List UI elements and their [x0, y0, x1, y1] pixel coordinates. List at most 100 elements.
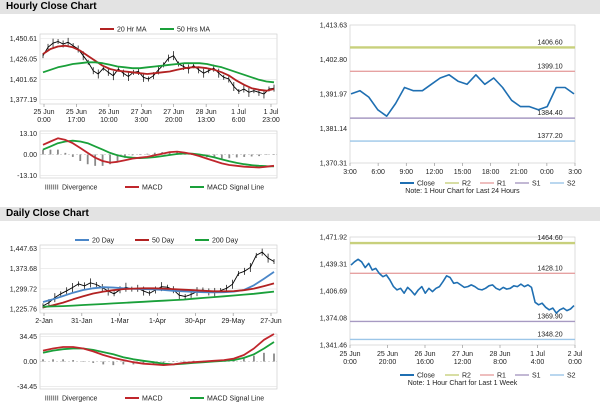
divergence-bar [172, 361, 175, 362]
y-tick-label: 34.45 [19, 334, 37, 341]
x-tick-label: 27 Jun 3:00 [131, 109, 152, 124]
y-tick-label: 1,377.19 [10, 97, 37, 104]
divergence-bar [64, 152, 67, 155]
y-tick-label: 1,402.80 [320, 57, 347, 64]
legend-label-macd-signal-line: MACD Signal Line [207, 185, 264, 192]
divergence-bar [146, 153, 149, 155]
y-tick-label: 1,401.62 [10, 77, 37, 84]
legend-swatch-divergence [49, 395, 51, 401]
divergence-bar [112, 361, 115, 366]
legend-label-close: Close [417, 373, 435, 380]
divergence-bar [273, 154, 275, 155]
legend-label-divergence: Divergence [62, 185, 98, 192]
chart-note: Note: 1 Hour Chart for Last 1 Week [408, 380, 518, 387]
level-label-s1: 1384.40 [537, 110, 562, 117]
x-tick-label: 1 Jul 6:00 [231, 109, 246, 124]
divergence-bar [131, 154, 134, 156]
y-tick-label: -13.10 [17, 173, 37, 180]
legend-label-20-hr-ma: 20 Hr MA [117, 27, 147, 34]
divergence-bar [192, 360, 195, 362]
x-tick-label: 1-Mar [111, 318, 130, 325]
y-tick-label: 1,406.69 [320, 289, 347, 296]
legend-label-s2: S2 [567, 373, 576, 380]
daily-macd-chart: 34.45 0.00 -34.45 Divergence MACD MACD Signal… [17, 333, 278, 403]
x-tick-label: 27-Jun [260, 318, 282, 325]
legend-swatch-divergence [45, 395, 47, 401]
x-tick-label: 28 Jun 8:00 [489, 351, 510, 366]
level-label-s2: 1348.20 [537, 331, 562, 338]
divergence-bar [235, 154, 238, 158]
daily-price-chart: 1,447.63 1,373.68 1,299.72 1,225.76 2-Jan 31-… [10, 238, 282, 326]
divergence-bar [109, 154, 111, 165]
y-tick-label: 1,299.72 [10, 286, 37, 293]
y-tick-label: 0.00 [23, 359, 37, 366]
y-tick-label: 13.10 [19, 131, 37, 138]
divergence-bar [71, 154, 74, 157]
y-tick-label: 1,381.14 [320, 126, 347, 133]
legend-label-s2: S2 [567, 181, 576, 188]
legend-swatch-divergence [55, 395, 57, 401]
divergence-bar [94, 154, 97, 166]
x-tick-label: 25 Jun 17:00 [66, 109, 87, 124]
x-tick-label: 31-Jan [71, 318, 93, 325]
legend-label-macd: MACD [142, 396, 163, 403]
x-tick-label: 15:00 [454, 169, 472, 176]
legend-swatch-divergence [53, 184, 55, 190]
y-tick-label: 1,370.31 [320, 161, 347, 168]
divergence-bar [57, 149, 59, 155]
series-macd [42, 137, 275, 169]
divergence-bar [122, 361, 125, 365]
y-tick-label: -34.45 [17, 384, 37, 391]
legend-label-macd-signal-line: MACD Signal Line [207, 396, 264, 403]
x-tick-label: 29-May [221, 318, 245, 325]
divergence-bar [62, 359, 64, 362]
divergence-bar [153, 152, 156, 155]
y-tick-label: 1,426.05 [10, 56, 37, 63]
x-tick-label: 9:00 [399, 169, 413, 176]
hourly-macd-chart: 13.10 0.00 -13.10 Divergence MACD MACD Signal… [17, 130, 278, 192]
divergence-bar [213, 154, 216, 159]
series-macd-signal-line [42, 139, 275, 168]
divergence-bar [250, 154, 253, 157]
x-tick-label: 0:00 [540, 169, 554, 176]
divergence-bar [273, 353, 275, 362]
legend-label-s1: S1 [532, 373, 541, 380]
x-tick-label: 1-Apr [149, 318, 167, 325]
level-label-s1: 1369.90 [537, 313, 562, 320]
x-tick-label: 1 Jul 4:00 [530, 351, 545, 366]
legend-label-200-day: 200 Day [212, 238, 239, 245]
legend-label-50-day: 50 Day [152, 238, 175, 245]
hourly-section-title: Hourly Close Chart [0, 0, 600, 14]
divergence-bar [49, 149, 52, 155]
x-tick-label: 18:00 [482, 169, 500, 176]
divergence-bar [258, 154, 260, 157]
y-tick-label: 1,391.97 [320, 92, 347, 99]
divergence-bar [116, 154, 119, 161]
legend-label-divergence: Divergence [62, 396, 98, 403]
divergence-bar [86, 154, 89, 165]
divergence-bar [79, 154, 82, 161]
legend-label-50-hrs-ma: 50 Hrs MA [177, 27, 210, 34]
x-tick-label: 26 Jun 10:00 [98, 109, 119, 124]
divergence-bar [168, 151, 171, 155]
x-tick-label: 3:00 [343, 169, 357, 176]
x-tick-label: 26 Jun 16:00 [414, 351, 435, 366]
legend-label-r2: R2 [462, 181, 471, 188]
y-tick-label: 1,413.63 [320, 23, 347, 30]
divergence-bar [82, 361, 85, 362]
divergence-bar [220, 154, 223, 159]
series-close [350, 258, 575, 314]
divergence-bar [253, 355, 255, 362]
y-tick-label: 1,471.92 [320, 235, 347, 242]
series-50-hrs-ma [42, 61, 275, 84]
legend-swatch-divergence [47, 184, 49, 190]
x-tick-label: 25 Jun 0:00 [33, 109, 54, 124]
legend-label-r2: R2 [462, 373, 471, 380]
legend-label-r1: R1 [497, 373, 506, 380]
series-macd [42, 333, 275, 366]
x-tick-label: 2 Jul 0:00 [568, 351, 583, 366]
x-tick-label: 2-Jan [35, 318, 53, 325]
level-label-r2: 1464.60 [537, 235, 562, 242]
legend-label-macd: MACD [142, 185, 163, 192]
level-label-r1: 1428.10 [537, 265, 562, 272]
